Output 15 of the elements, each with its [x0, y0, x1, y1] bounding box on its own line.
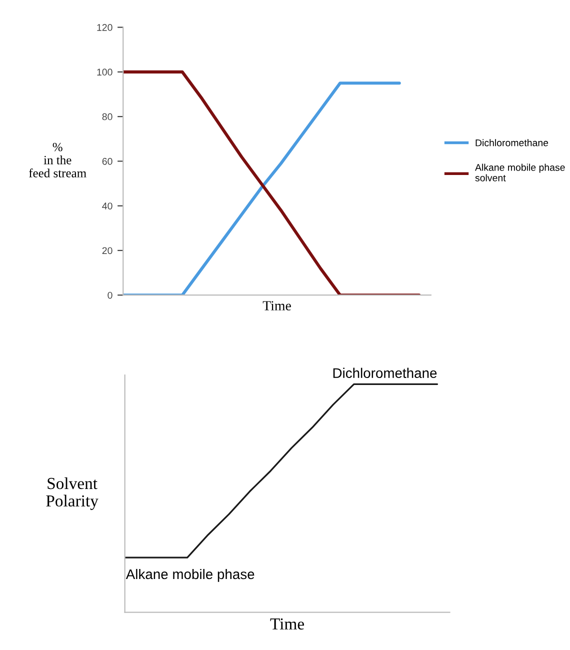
y-tick-label: 100 [97, 68, 112, 76]
y-tick-label: 120 [97, 24, 112, 31]
legend-label: Alkane mobile phase solvent [475, 164, 565, 182]
annotation: Alkane mobile phase [126, 568, 254, 582]
y-tick-label: 0 [108, 292, 112, 299]
y-axis-title: % in the feed stream [29, 142, 86, 178]
legend-label: Dichloromethane [476, 139, 548, 146]
text: Dichloromethane [333, 368, 437, 378]
y-tick-label: 40 [102, 202, 112, 210]
y-axis-title: Solvent Polarity [46, 477, 98, 510]
y-tick-label: 20 [102, 247, 112, 254]
x-axis-title: Time [270, 618, 304, 630]
y-tick-label: 60 [102, 158, 112, 165]
x-axis-title: Time [262, 301, 291, 310]
y-tick-label: 80 [102, 113, 112, 120]
